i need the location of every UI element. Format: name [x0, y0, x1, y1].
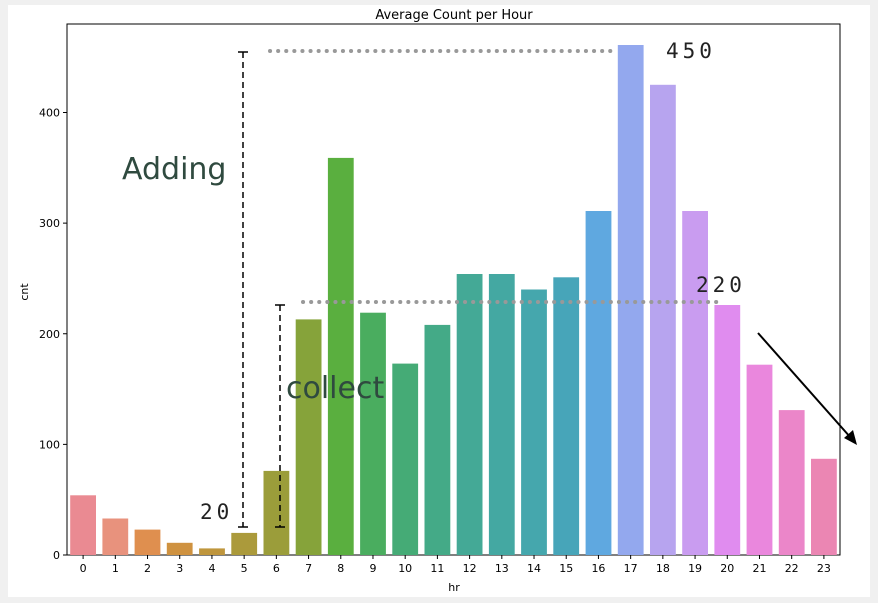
y-axis-ticks: 0 100 200 300 400: [39, 107, 67, 562]
x-tick-label: 5: [241, 562, 248, 575]
bar-hr-5: [231, 532, 258, 555]
bar-hr-6: [263, 470, 290, 555]
y-axis-label: cnt: [18, 283, 31, 301]
trend-arrow-line: [757, 332, 852, 439]
bar-hr-4: [199, 548, 225, 555]
y-tick-label: 0: [53, 549, 60, 562]
x-tick-label: 15: [559, 562, 573, 575]
x-tick-label: 0: [80, 562, 87, 575]
y-tick-label: 200: [39, 328, 60, 341]
x-tick-label: 19: [688, 562, 702, 575]
bar-hr-8: [327, 157, 354, 555]
bar-hr-1: [102, 518, 129, 555]
y-tick-label: 100: [39, 438, 60, 451]
x-tick-label: 1: [112, 562, 119, 575]
y-tick-label: 400: [39, 107, 60, 120]
bar-hr-7: [295, 319, 322, 555]
x-tick-label: 18: [656, 562, 670, 575]
bar-hr-10: [392, 363, 419, 555]
x-tick-label: 3: [176, 562, 183, 575]
x-tick-label: 20: [720, 562, 734, 575]
x-tick-label: 22: [785, 562, 799, 575]
bar-hr-15: [553, 277, 580, 555]
x-tick-label: 13: [495, 562, 509, 575]
x-tick-label: 6: [273, 562, 280, 575]
bar-hr-22: [778, 410, 805, 555]
x-tick-label: 8: [337, 562, 344, 575]
x-tick-label: 2: [144, 562, 151, 575]
value-20-label: 20: [200, 500, 233, 524]
bar-hr-23: [811, 458, 837, 555]
bar-hr-2: [134, 529, 161, 555]
bar-hr-20: [714, 305, 741, 555]
bar-hr-3: [166, 542, 193, 555]
plot-area: [66, 23, 841, 556]
bar-hr-0: [70, 495, 96, 555]
y-tick-label: 300: [39, 217, 60, 230]
bar-hr-17: [617, 45, 644, 555]
bar-hr-19: [682, 211, 708, 555]
x-tick-label: 12: [463, 562, 477, 575]
annotation-layer: Adding collect 450 220 20: [122, 39, 857, 528]
x-tick-label: 10: [398, 562, 412, 575]
bar-hr-16: [585, 211, 612, 555]
x-tick-label: 9: [369, 562, 376, 575]
bar-hr-21: [746, 364, 773, 555]
bar-hr-13: [488, 274, 515, 555]
bar-hr-11: [424, 324, 451, 555]
x-tick-label: 23: [817, 562, 831, 575]
x-tick-label: 11: [430, 562, 444, 575]
adding-label: Adding: [122, 152, 226, 187]
bars-group: [70, 45, 837, 556]
x-tick-label: 21: [752, 562, 766, 575]
trend-arrow-head-icon: [844, 430, 857, 445]
x-tick-label: 14: [527, 562, 541, 575]
x-tick-label: 17: [624, 562, 638, 575]
bar-hr-12: [456, 274, 483, 555]
bar-hr-9: [360, 312, 386, 555]
x-axis-ticks: 0 1 2 3 4 5 6 7 8 9 10 11 12 13 14 15 16 17 18 19 20 21 22 23: [80, 555, 831, 575]
x-axis-label: hr: [448, 581, 460, 594]
x-tick-label: 4: [208, 562, 215, 575]
x-tick-label: 7: [305, 562, 312, 575]
x-tick-label: 16: [591, 562, 605, 575]
bar-hr-14: [521, 289, 547, 555]
value-220-label: 220: [696, 273, 746, 297]
collect-label: collect: [286, 371, 384, 406]
bar-hr-18: [650, 84, 676, 556]
value-450-label: 450: [666, 39, 716, 63]
chart-title: Average Count per Hour: [375, 8, 533, 23]
